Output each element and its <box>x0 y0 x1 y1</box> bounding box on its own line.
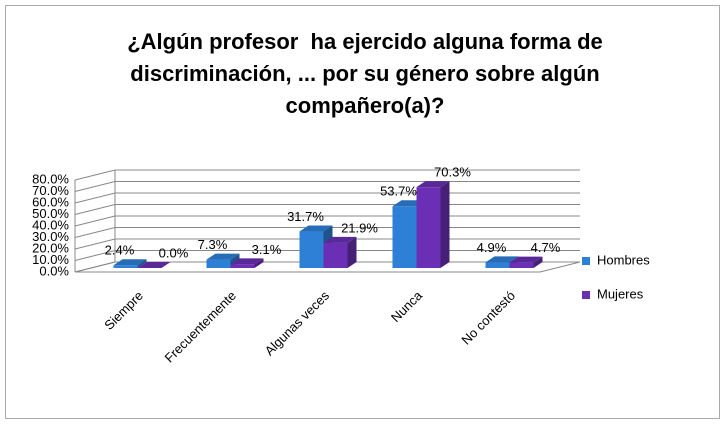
legend-swatch <box>582 257 590 265</box>
bar <box>113 265 138 268</box>
legend-label: Hombres <box>597 252 650 267</box>
bar-side <box>347 236 357 268</box>
bar-side <box>533 256 543 268</box>
chart-border <box>5 5 720 419</box>
bar-top <box>230 258 264 265</box>
bar-top <box>485 256 519 263</box>
y-tick-label: 30.0% <box>32 229 69 244</box>
data-label: 70.3% <box>434 165 471 180</box>
data-label: 21.9% <box>341 220 378 235</box>
bar-top <box>323 236 357 243</box>
legend-label: Mujeres <box>597 286 644 301</box>
data-label: 3.1% <box>252 242 282 257</box>
legend-swatch <box>582 291 590 299</box>
bar-top <box>137 262 171 268</box>
y-tick-label: 20.0% <box>32 240 69 255</box>
bar <box>323 242 348 268</box>
grid-line <box>74 169 580 181</box>
y-tick-label: 40.0% <box>32 217 69 232</box>
bar <box>485 262 510 268</box>
bar <box>230 264 255 268</box>
y-tick-label: 50.0% <box>32 206 69 221</box>
data-label: 2.4% <box>105 243 135 258</box>
bar-top <box>113 259 147 266</box>
bar <box>206 259 231 268</box>
y-tick-label: 10.0% <box>32 252 69 267</box>
chart-title: ¿Algún profesor ha ejercido alguna forma… <box>127 29 609 118</box>
bar-side <box>137 259 147 268</box>
data-label: 4.9% <box>477 240 507 255</box>
bar-top <box>299 225 333 232</box>
bar-side <box>440 181 450 268</box>
bar <box>416 187 441 268</box>
y-tick-label: 80.0% <box>32 171 69 186</box>
data-label: 4.7% <box>531 240 561 255</box>
y-tick-label: 70.0% <box>32 183 69 198</box>
bar-side <box>254 258 264 268</box>
y-tick-label: 0.0% <box>39 263 69 278</box>
y-tick-label: 60.0% <box>32 194 69 209</box>
data-label: 0.0% <box>159 245 189 260</box>
bar <box>509 262 534 268</box>
bar-top <box>206 253 240 260</box>
bar <box>392 206 417 268</box>
data-label: 7.3% <box>198 237 228 252</box>
bar-top <box>509 256 543 263</box>
bar <box>299 231 324 268</box>
data-label: 53.7% <box>380 184 417 199</box>
bar-top <box>416 181 450 188</box>
data-label: 31.7% <box>287 209 324 224</box>
